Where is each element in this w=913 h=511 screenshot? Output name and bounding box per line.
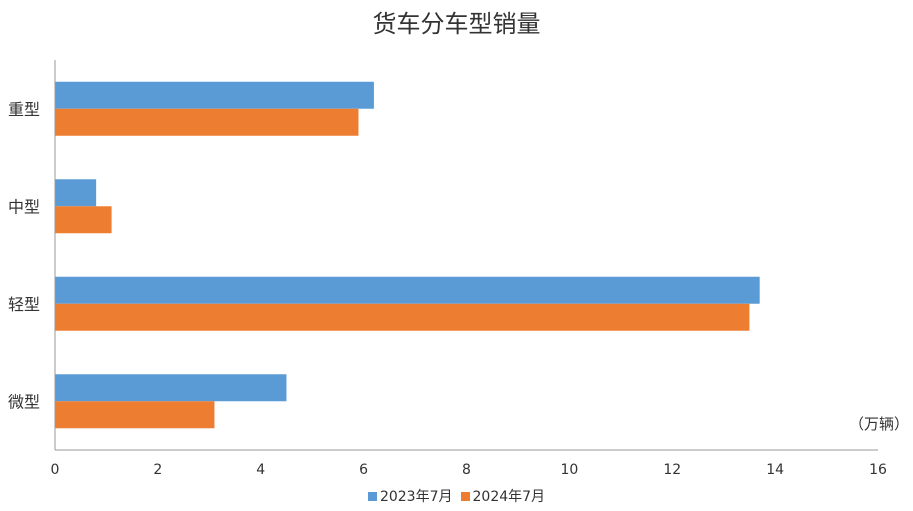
x-tick-label-2: 4	[256, 462, 265, 478]
x-tick-label-6: 12	[663, 462, 681, 478]
bar-0-0	[55, 81, 374, 109]
bar-0-1	[55, 179, 97, 207]
bar-1-2	[55, 303, 750, 331]
bar-1-0	[55, 108, 359, 136]
x-tick-label-7: 14	[766, 462, 784, 478]
x-tick-label-1: 2	[153, 462, 162, 478]
bar-1-1	[55, 206, 112, 234]
unit-label: （万辆）	[849, 415, 910, 433]
legend-swatch-2023	[367, 491, 377, 501]
category-label-1: 中型	[8, 197, 40, 216]
x-tick-label-3: 6	[359, 462, 368, 478]
bar-1-3	[55, 401, 215, 429]
legend-item-2023: 2023年7月	[367, 486, 453, 506]
x-tick-label-0: 0	[51, 462, 60, 478]
legend-label-2024: 2024年7月	[472, 489, 546, 505]
x-tick-label-4: 8	[462, 462, 471, 478]
legend-swatch-2024	[460, 491, 470, 501]
bar-0-2	[55, 276, 760, 304]
bar-0-3	[55, 374, 287, 402]
x-tick-label-5: 10	[560, 462, 578, 478]
legend: 2023年7月 2024年7月	[0, 486, 913, 506]
category-label-0: 重型	[8, 100, 40, 119]
category-label-3: 微型	[8, 392, 40, 411]
chart-title: 货车分车型销量	[372, 10, 541, 38]
legend-label-2023: 2023年7月	[379, 489, 453, 505]
legend-item-2024: 2024年7月	[460, 486, 546, 506]
category-label-2: 轻型	[8, 295, 40, 314]
x-tick-label-8: 16	[869, 462, 887, 478]
